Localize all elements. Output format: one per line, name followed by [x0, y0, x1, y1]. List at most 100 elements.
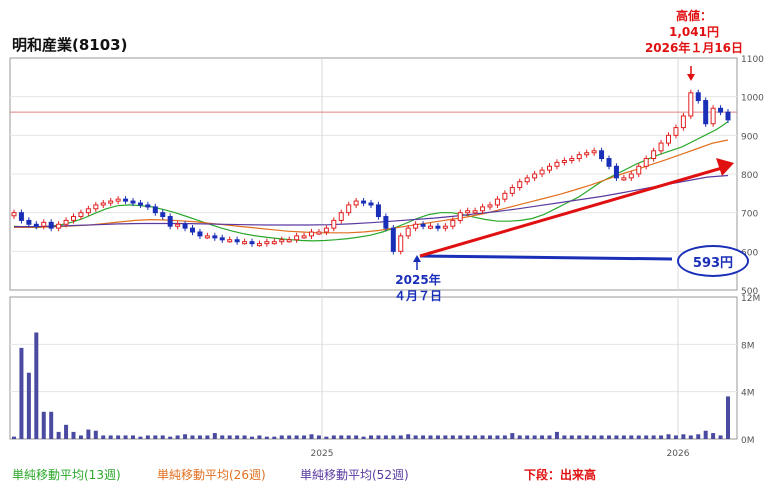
volume-panel — [9, 296, 738, 440]
volume-bar — [205, 435, 210, 439]
candle-up — [264, 241, 270, 245]
volume-bar — [458, 435, 463, 439]
candle-up — [569, 158, 575, 162]
volume-bar — [681, 434, 686, 439]
volume-bar — [279, 435, 284, 439]
candle-up — [41, 221, 47, 227]
low-level-line — [419, 254, 673, 261]
legend-volume: 下段：出来高 — [524, 468, 597, 482]
volume-bar — [577, 435, 582, 439]
volume-bar — [302, 435, 307, 439]
candle-down — [361, 200, 367, 204]
volume-bar — [666, 434, 671, 439]
candle-down — [703, 100, 709, 125]
candle-down — [212, 235, 218, 239]
candle-up — [442, 225, 448, 229]
candle-up — [651, 150, 657, 160]
high-label: 高値： — [675, 9, 712, 23]
volume-bar — [19, 347, 24, 439]
volume-bar — [264, 436, 269, 439]
volume-bar — [34, 332, 39, 439]
price-tick-label: 800 — [741, 171, 758, 181]
volume-bar — [71, 431, 76, 439]
candle-up — [346, 204, 352, 214]
volume-bar — [145, 435, 150, 439]
candle-up — [517, 181, 523, 189]
volume-bar — [324, 436, 329, 439]
candle-up — [242, 241, 248, 245]
candle-down — [368, 202, 374, 206]
candle-up — [658, 142, 664, 152]
candle-up — [56, 223, 62, 229]
volume-bar — [354, 435, 359, 439]
volume-bar — [562, 435, 567, 439]
candle-down — [167, 216, 173, 227]
volume-bar — [242, 435, 247, 439]
volume-bar — [517, 435, 522, 439]
volume-bar — [584, 435, 589, 439]
price-tick-label: 1100 — [741, 55, 764, 65]
trend-arrow-head — [716, 158, 734, 176]
candle-up — [666, 134, 671, 144]
candle-down — [420, 223, 426, 227]
low-price-callout: 593円 — [677, 245, 749, 277]
high-date: 2026年１月16日 — [644, 41, 744, 55]
low-date-annotation: 2025年 ４月７日 — [383, 272, 453, 304]
volume-bar — [443, 435, 448, 439]
high-annotation: 高値： 1,041円 2026年１月16日 — [640, 8, 748, 56]
candle-down — [123, 198, 129, 202]
candle-up — [539, 169, 545, 175]
candle-down — [383, 216, 389, 229]
volume-bar — [659, 435, 664, 439]
candle-up — [331, 219, 337, 229]
candle-up — [108, 200, 114, 204]
volume-bar — [138, 436, 143, 439]
volume-bar — [488, 435, 492, 439]
volume-bar — [696, 434, 701, 439]
volume-bar — [644, 435, 649, 439]
candle-up — [502, 192, 508, 200]
volume-bar — [726, 396, 730, 439]
candle-up — [628, 173, 634, 179]
high-pointer-head — [687, 74, 695, 81]
candle-up — [643, 158, 649, 167]
candle-up — [532, 173, 538, 179]
volume-bar — [257, 435, 262, 439]
volume-bar — [465, 435, 470, 439]
candle-up — [115, 198, 121, 202]
volume-bar — [190, 435, 195, 439]
candle-up — [353, 200, 359, 206]
candle-down — [190, 227, 195, 233]
volume-bar — [369, 435, 373, 439]
legend-ma26: 単純移動平均(26週) — [157, 468, 266, 482]
volume-bar — [599, 435, 604, 439]
volume-bar — [287, 435, 292, 439]
candle-down — [695, 92, 701, 102]
volume-bar — [688, 435, 693, 439]
candle-up — [11, 212, 17, 217]
volume-bar — [153, 435, 158, 439]
candle-up — [480, 206, 486, 212]
candle-down — [234, 239, 240, 243]
low-date: ４月７日 — [393, 289, 442, 303]
volume-bar — [554, 431, 559, 439]
candle-down — [599, 150, 605, 160]
volume-bar — [629, 435, 634, 439]
volume-bar — [502, 435, 507, 439]
volume-bar — [309, 434, 314, 439]
candle-up — [688, 92, 694, 117]
candle-up — [636, 165, 642, 175]
volume-bar — [183, 434, 188, 439]
candlesticks — [11, 89, 731, 255]
candle-up — [561, 159, 567, 163]
candle-down — [435, 225, 441, 229]
volume-bar — [250, 436, 254, 439]
price-tick-label: 700 — [741, 210, 758, 220]
volume-bar — [540, 435, 545, 439]
x-tick-label: 2026 — [667, 449, 690, 459]
low-year: 2025年 — [395, 273, 441, 287]
x-axis-ticks: 2025 2026 — [311, 449, 690, 459]
volume-bar — [621, 435, 626, 439]
candle-down — [718, 107, 724, 113]
candle-down — [18, 212, 24, 221]
